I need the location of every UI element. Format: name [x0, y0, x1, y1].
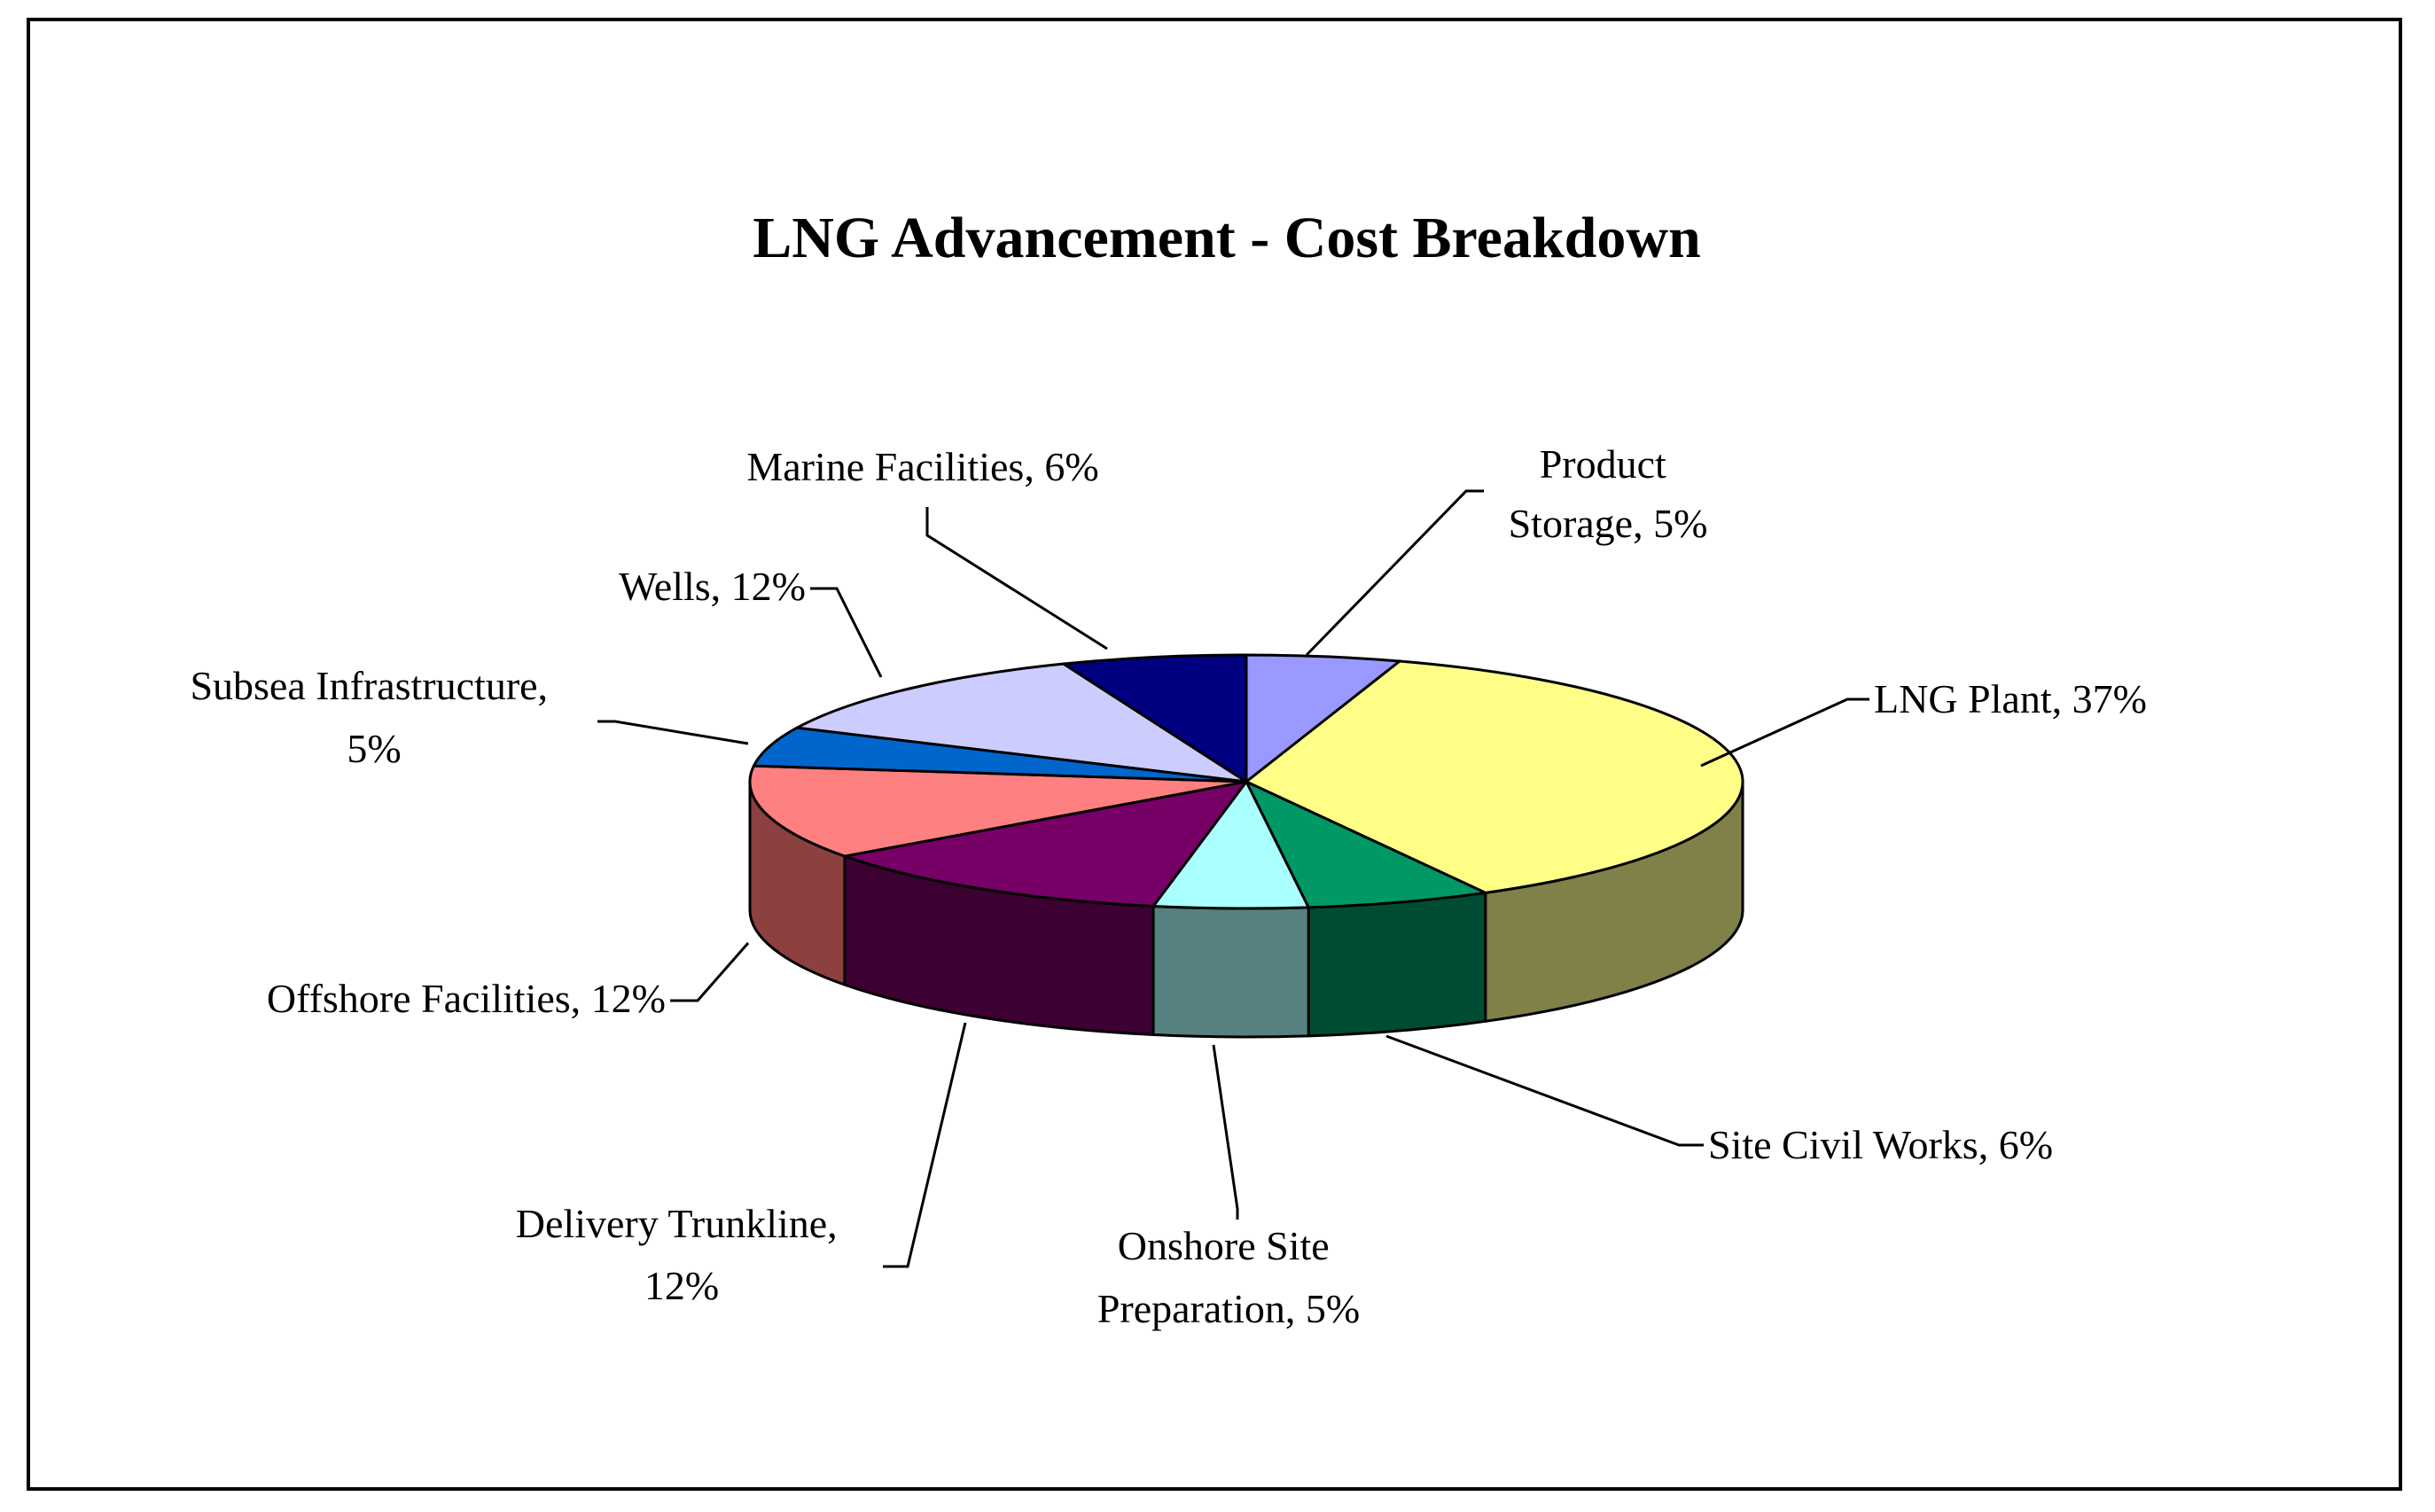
leader-marine-facilities [925, 507, 1108, 651]
label-offshore-facilities: Offshore Facilities, 12% [267, 976, 666, 1021]
label-product-storage: Product Storage, 5% [1509, 441, 1708, 546]
pie-slice-onshore-site-preparation [1151, 780, 1310, 910]
pie-side-site-civil-works [1307, 891, 1487, 1038]
leader-delivery-trunkline [883, 1022, 967, 1268]
label-subsea-line2: 5% [347, 726, 401, 771]
label-site-civil-works: Site Civil Works, 6% [1708, 1122, 2053, 1167]
label-onshore-site-preparation: Onshore Site Preparation, 5% [1097, 1223, 1360, 1331]
leader-lng-plant [1700, 698, 1869, 768]
label-subsea-line1: Subsea Infrastructure, [190, 663, 548, 708]
label-product-storage-line1: Product [1540, 441, 1666, 487]
leader-wells [810, 587, 883, 678]
pie-tops [748, 653, 1744, 910]
label-marine-facilities: Marine Facilities, 6% [746, 444, 1098, 489]
leader-offshore-facilities [670, 942, 750, 1002]
label-delivery-line1: Delivery Trunkline, [516, 1201, 838, 1246]
chart-frame: LNG Advancement - Cost Breakdown Product… [27, 18, 2402, 1491]
pie-chart: LNG Advancement - Cost Breakdown Product… [190, 206, 2147, 1331]
pie-slice-offshore-facilities [748, 764, 1248, 858]
leader-subsea-infrastructure [597, 720, 749, 745]
label-product-storage-line2: Storage, 5% [1509, 501, 1708, 546]
label-onshore-line1: Onshore Site [1118, 1223, 1330, 1268]
label-wells: Wells, 12% [619, 564, 806, 609]
pie-side-onshore-site-preparation [1151, 904, 1310, 1039]
pie-slice-delivery-trunkline [843, 780, 1248, 908]
leader-onshore-site-preparation [1212, 1044, 1239, 1220]
label-subsea-infrastructure: Subsea Infrastructure, 5% [190, 663, 558, 771]
chart-title: LNG Advancement - Cost Breakdown [753, 206, 1701, 270]
label-lng-plant: LNG Plant, 37% [1874, 676, 2147, 721]
leader-site-civil-works [1385, 1034, 1704, 1147]
label-onshore-line2: Preparation, 5% [1097, 1286, 1360, 1331]
leader-product-storage [1305, 489, 1484, 657]
pie-slice-site-civil-works [1245, 780, 1487, 909]
label-delivery-line2: 12% [644, 1263, 719, 1308]
pie-slice-wells [795, 662, 1248, 783]
pie-slice-marine-facilities [1062, 653, 1248, 783]
pie-slice-lng-plant [1245, 659, 1744, 894]
label-delivery-trunkline: Delivery Trunkline, 12% [516, 1201, 847, 1308]
